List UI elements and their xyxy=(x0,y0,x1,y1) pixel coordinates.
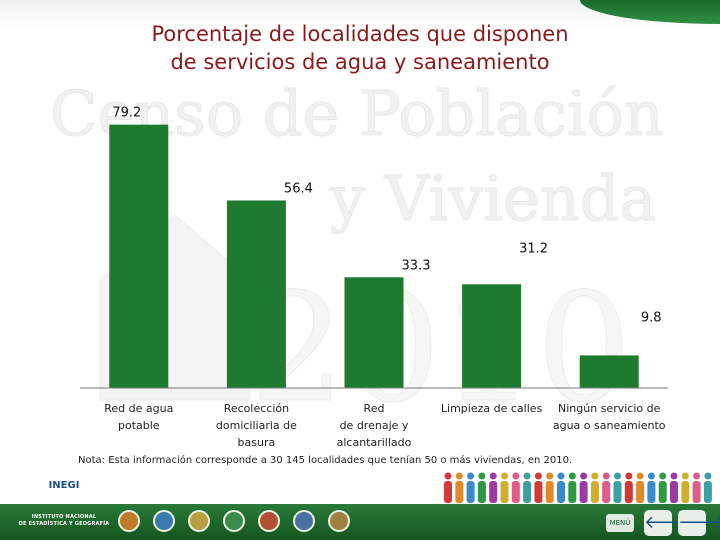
education-icon[interactable] xyxy=(118,510,140,532)
prev-arrow-icon[interactable]: 🡐 xyxy=(644,510,692,536)
people-graphic xyxy=(444,472,712,503)
category-label-0-0: Red de agua xyxy=(104,402,173,415)
inegi-org-line2: DE ESTADÍSTICA Y GEOGRAFÍA xyxy=(18,521,110,527)
person-figure xyxy=(692,472,701,503)
inegi-logo-mark: INEGI xyxy=(46,472,82,500)
person-figure xyxy=(444,472,452,503)
value-label-2: 33.3 xyxy=(402,258,431,273)
person-figure xyxy=(466,472,475,503)
inegi-org-line1: INSTITUTO NACIONAL xyxy=(31,514,97,520)
population-icon[interactable] xyxy=(223,510,245,532)
value-label-1: 56.4 xyxy=(284,181,313,196)
category-label-2-1: de drenaje y xyxy=(340,419,409,432)
person-figure xyxy=(703,472,712,503)
person-figure xyxy=(590,472,599,503)
health-icon[interactable] xyxy=(153,510,175,532)
chart-title: Porcentaje de localidades que disponen d… xyxy=(60,20,660,76)
category-label-2-0: Red xyxy=(364,402,385,415)
category-label-4-0: Ningún servicio de xyxy=(558,402,661,415)
bar-1 xyxy=(226,200,286,388)
person-figure xyxy=(523,472,532,503)
person-figure xyxy=(636,472,645,503)
category-label-4-1: agua o saneamiento xyxy=(553,419,666,432)
category-label-0-1: potable xyxy=(118,419,160,432)
chart-title-line1: Porcentaje de localidades que disponen xyxy=(151,22,569,46)
person-figure xyxy=(681,472,690,503)
next-arrow-icon[interactable]: 🡒 xyxy=(678,510,720,536)
category-label-1-0: Recolección xyxy=(224,402,289,415)
document-icon[interactable] xyxy=(328,510,350,532)
person-figure xyxy=(534,472,543,503)
category-label-1-1: domiciliaria de xyxy=(216,419,297,432)
category-label-3-0: Limpieza de calles xyxy=(441,402,543,415)
person-figure xyxy=(545,472,554,503)
bar-3 xyxy=(462,284,522,388)
person-figure xyxy=(624,472,633,503)
person-figure xyxy=(455,472,464,503)
inegi-logo-org: INSTITUTO NACIONAL DE ESTADÍSTICA Y GEOG… xyxy=(8,514,120,528)
person-figure xyxy=(670,472,678,503)
housing-icon[interactable] xyxy=(258,510,280,532)
menu-button[interactable]: MENÚ xyxy=(606,514,634,532)
person-figure xyxy=(511,472,520,503)
person-figure xyxy=(658,472,667,503)
person-figure xyxy=(557,472,565,503)
family-icon[interactable] xyxy=(188,510,210,532)
bar-2 xyxy=(344,277,404,388)
person-figure xyxy=(602,472,611,503)
person-figure xyxy=(647,472,656,503)
category-label-2-2: alcantarillado xyxy=(337,436,412,449)
chart-note: Nota: Esta información corresponde a 30 … xyxy=(78,455,573,466)
bar-4 xyxy=(579,355,639,388)
map-icon[interactable] xyxy=(293,510,315,532)
value-label-3: 31.2 xyxy=(519,241,548,256)
person-figure xyxy=(477,472,486,503)
bar-0 xyxy=(109,124,169,388)
value-label-4: 9.8 xyxy=(641,310,662,325)
person-figure xyxy=(579,472,588,503)
bar-chart: 79.2 Red de agua potable 56.4 Recolección dom… xyxy=(80,106,668,449)
person-figure xyxy=(613,472,622,503)
category-label-1-2: basura xyxy=(238,436,276,449)
inegi-logo: INEGI INSTITUTO NACIONAL DE ESTADÍSTICA … xyxy=(8,472,120,538)
person-figure xyxy=(489,472,498,503)
value-label-0: 79.2 xyxy=(112,106,141,121)
chart-title-line2: de servicios de agua y saneamiento xyxy=(170,50,550,74)
person-figure xyxy=(568,472,577,503)
person-figure xyxy=(500,472,509,503)
footer: INEGI INSTITUTO NACIONAL DE ESTADÍSTICA … xyxy=(0,466,720,540)
